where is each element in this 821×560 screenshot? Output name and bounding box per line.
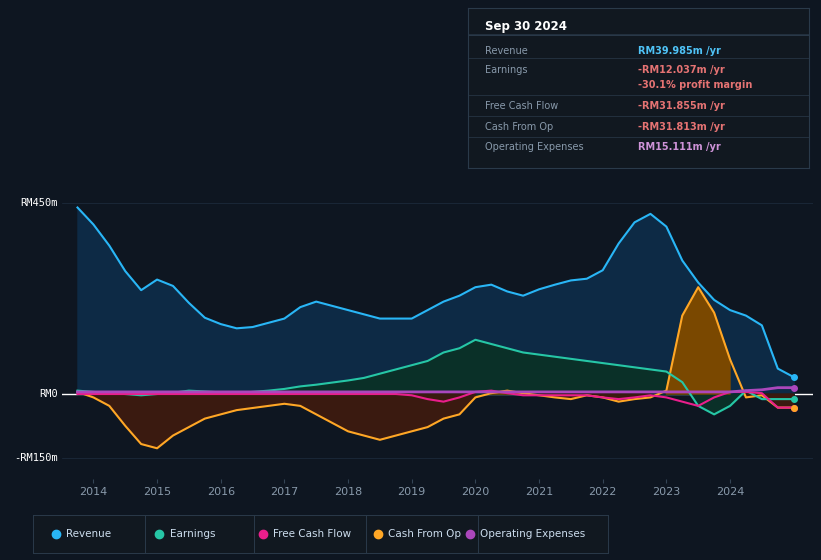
Text: Earnings: Earnings (485, 65, 528, 75)
Text: Operating Expenses: Operating Expenses (485, 142, 584, 152)
Text: -RM31.813m /yr: -RM31.813m /yr (639, 122, 725, 132)
Text: RM39.985m /yr: RM39.985m /yr (639, 46, 721, 55)
Text: Revenue: Revenue (67, 529, 112, 539)
Text: RM0: RM0 (39, 389, 57, 399)
Text: RM15.111m /yr: RM15.111m /yr (639, 142, 721, 152)
Text: Sep 30 2024: Sep 30 2024 (485, 20, 567, 32)
Text: Free Cash Flow: Free Cash Flow (485, 101, 558, 111)
Text: Cash From Op: Cash From Op (485, 122, 553, 132)
Text: -30.1% profit margin: -30.1% profit margin (639, 80, 753, 90)
Text: RM450m: RM450m (21, 198, 57, 208)
Text: Cash From Op: Cash From Op (388, 529, 461, 539)
Text: -RM150m: -RM150m (14, 452, 57, 463)
Text: -RM12.037m /yr: -RM12.037m /yr (639, 65, 725, 75)
Text: Operating Expenses: Operating Expenses (480, 529, 585, 539)
Text: Free Cash Flow: Free Cash Flow (273, 529, 351, 539)
Text: -RM31.855m /yr: -RM31.855m /yr (639, 101, 725, 111)
Text: Revenue: Revenue (485, 46, 528, 55)
Text: Earnings: Earnings (170, 529, 215, 539)
